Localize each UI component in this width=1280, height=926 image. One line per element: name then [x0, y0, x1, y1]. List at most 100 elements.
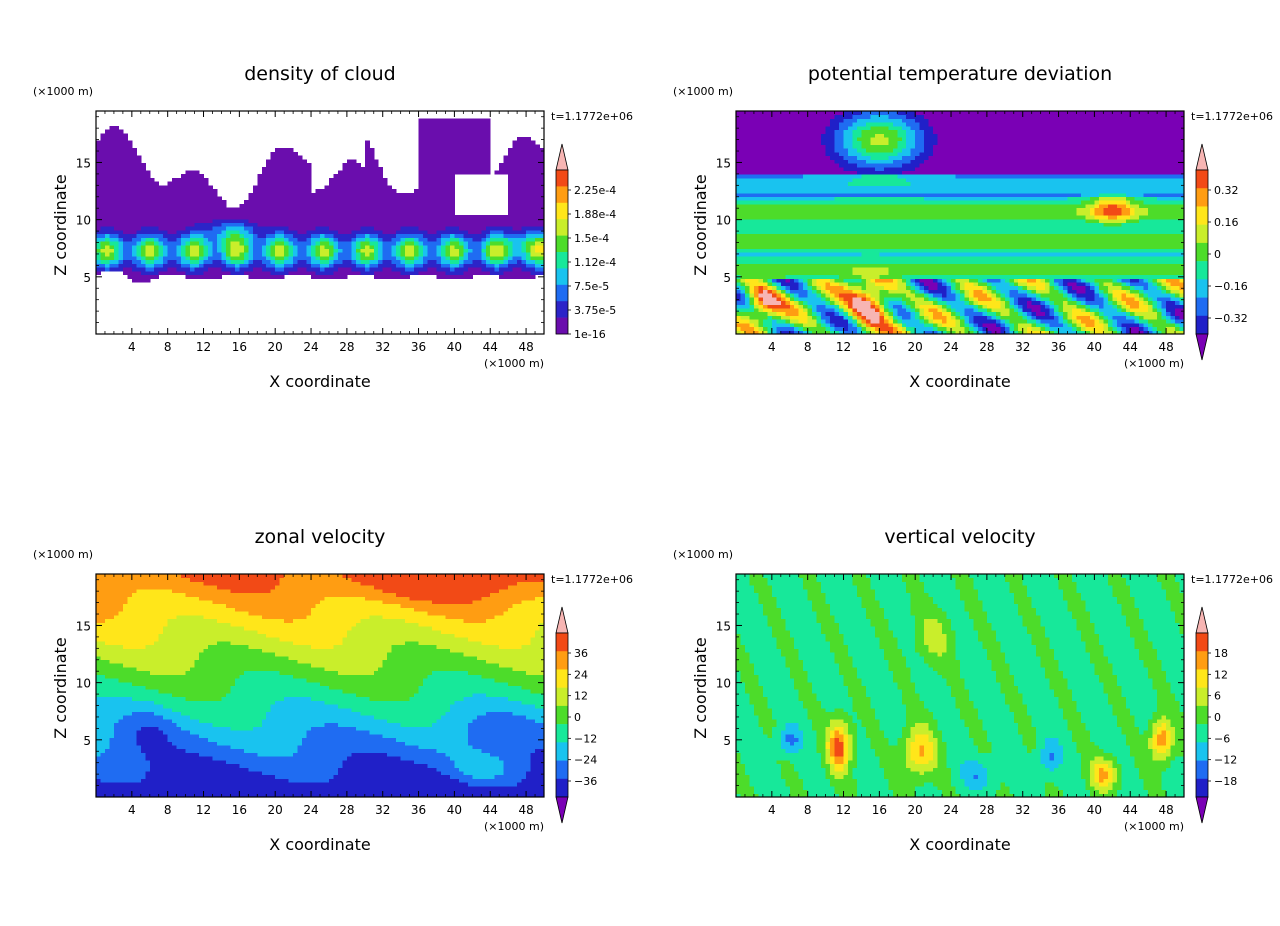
field-cell: [328, 267, 334, 272]
field-cell: [807, 300, 813, 305]
field-cell: [825, 122, 831, 127]
field-cell: [762, 307, 768, 313]
field-cell: [740, 244, 746, 250]
field-cell: [865, 281, 871, 287]
field-cell: [472, 259, 478, 264]
field-cell: [127, 177, 133, 183]
field-cell: [432, 237, 437, 242]
field-cell: [771, 296, 777, 302]
field-cell: [288, 148, 294, 153]
chart-title: density of cloud: [244, 63, 396, 85]
field-cell: [481, 125, 487, 131]
field-cell: [131, 170, 137, 175]
field-cell: [199, 241, 205, 246]
field-cell: [208, 185, 213, 190]
field-cell: [113, 192, 119, 197]
field-cell: [279, 196, 285, 201]
field-cell: [530, 203, 536, 209]
field-cell: [762, 278, 768, 283]
field-cell: [418, 140, 424, 145]
field-cell: [807, 311, 813, 316]
field-cell: [753, 118, 759, 123]
field-cell: [467, 222, 473, 227]
field-cell: [458, 255, 464, 261]
field-cell: [454, 252, 460, 257]
field-cell: [780, 241, 786, 246]
field-cell: [288, 215, 294, 220]
field-cell: [333, 263, 339, 268]
field-cell: [861, 270, 867, 276]
field-cell: [753, 189, 759, 194]
field-cell: [454, 218, 460, 223]
field-cell: [163, 222, 169, 227]
field-cell: [275, 189, 281, 194]
field-cell: [239, 233, 245, 238]
field-cell: [414, 222, 420, 227]
field-cell: [839, 248, 845, 253]
field-cell: [816, 129, 822, 134]
field-cell: [96, 226, 101, 231]
field-cell: [830, 293, 836, 298]
field-cell: [275, 200, 281, 205]
field-cell: [199, 203, 205, 209]
field-cell: [149, 222, 155, 227]
field-cell: [830, 148, 836, 153]
field-cell: [145, 226, 151, 231]
field-cell: [400, 244, 406, 250]
field-cell: [382, 244, 388, 250]
field-cell: [158, 215, 164, 220]
field-cell: [753, 267, 759, 272]
field-cell: [539, 222, 545, 227]
field-cell: [821, 170, 827, 175]
field-cell: [145, 200, 151, 205]
y-unit-label: (×1000 m): [33, 85, 93, 98]
field-cell: [275, 192, 281, 197]
field-cell: [736, 155, 741, 160]
field-cell: [830, 151, 836, 157]
field-cell: [445, 192, 451, 197]
field-cell: [821, 274, 827, 279]
field-cell: [405, 226, 411, 231]
field-cell: [843, 166, 849, 171]
field-cell: [414, 244, 420, 250]
field-cell: [861, 163, 867, 168]
field-cell: [521, 137, 527, 142]
field-cell: [852, 189, 858, 194]
field-cell: [190, 170, 196, 175]
field-cell: [785, 203, 791, 209]
field-cell: [803, 278, 809, 283]
field-cell: [337, 233, 343, 238]
field-cell: [865, 319, 871, 324]
field-cell: [789, 296, 795, 302]
field-cell: [100, 159, 106, 164]
field-cell: [758, 315, 764, 320]
field-cell: [149, 241, 155, 246]
field-cell: [158, 229, 164, 235]
field-cell: [825, 281, 831, 287]
field-cell: [856, 177, 862, 183]
field-cell: [418, 203, 424, 209]
field-cell: [803, 170, 809, 175]
field-cell: [812, 189, 818, 194]
field-cell: [355, 163, 361, 168]
field-cell: [100, 263, 106, 268]
field-cell: [830, 285, 836, 290]
field-cell: [346, 159, 352, 164]
field-cell: [113, 125, 119, 131]
field-cell: [288, 203, 294, 209]
field-cell: [753, 177, 759, 183]
field-cell: [753, 151, 759, 157]
field-cell: [830, 330, 836, 335]
field-cell: [387, 267, 393, 272]
field-cell: [825, 289, 831, 294]
field-cell: [118, 248, 124, 253]
field-cell: [360, 181, 366, 186]
field-cell: [816, 203, 822, 209]
field-cell: [780, 330, 786, 335]
field-cell: [753, 274, 759, 279]
field-cell: [131, 226, 137, 231]
field-cell: [539, 177, 545, 183]
field-cell: [351, 248, 357, 253]
field-cell: [785, 174, 791, 179]
field-cell: [337, 267, 343, 272]
